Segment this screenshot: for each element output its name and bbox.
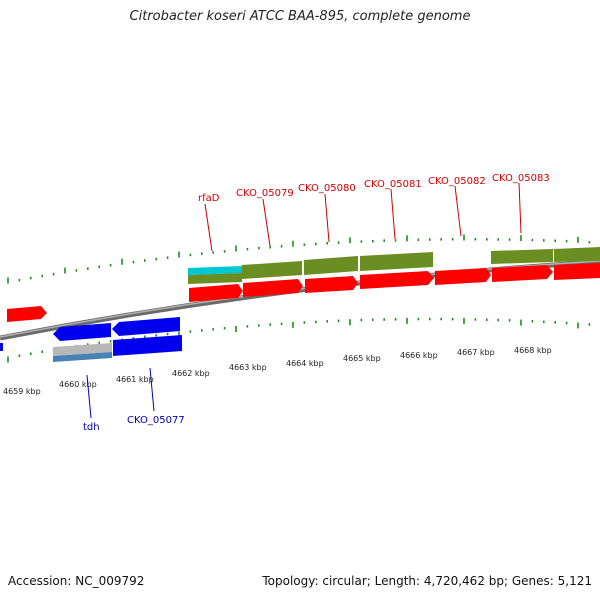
tick-label: 4666 kbp bbox=[400, 351, 438, 360]
tick-label: 4659 kbp bbox=[3, 387, 41, 396]
tick-label: 4660 kbp bbox=[59, 380, 97, 389]
tick-label: 4662 kbp bbox=[172, 369, 210, 378]
forward-cds[interactable] bbox=[189, 284, 243, 302]
tick-label: 4664 kbp bbox=[286, 359, 324, 368]
misc-feature[interactable] bbox=[53, 343, 112, 356]
forward-gene[interactable] bbox=[304, 256, 358, 275]
outer-ticks bbox=[7, 234, 591, 284]
accession-text: Accession: NC_009792 bbox=[8, 574, 145, 588]
reverse-cds[interactable] bbox=[112, 317, 180, 336]
forward-cds[interactable] bbox=[243, 279, 303, 297]
forward-cds[interactable] bbox=[554, 263, 600, 280]
forward-cds[interactable] bbox=[360, 271, 434, 289]
gene-label-cko-05080[interactable]: CKO_05080 bbox=[298, 183, 356, 194]
gene-label-cko-05083[interactable]: CKO_05083 bbox=[492, 173, 550, 184]
reverse-cds[interactable] bbox=[0, 343, 3, 351]
forward-cds[interactable] bbox=[435, 268, 491, 285]
label-leader bbox=[518, 182, 522, 234]
tick-label: 4667 kbp bbox=[457, 348, 495, 357]
label-leader bbox=[324, 193, 330, 243]
tick-label: 4663 kbp bbox=[229, 363, 267, 372]
forward-gene[interactable] bbox=[554, 247, 600, 262]
forward-cds[interactable] bbox=[492, 265, 553, 282]
gene-label-cko-05082[interactable]: CKO_05082 bbox=[428, 176, 486, 187]
gene-label-cko-05081[interactable]: CKO_05081 bbox=[364, 179, 422, 190]
label-leader bbox=[454, 185, 462, 237]
reverse-gene[interactable] bbox=[53, 352, 112, 362]
gene-label-cko-05077[interactable]: CKO_05077 bbox=[127, 415, 185, 426]
forward-gene-labels: rfaD CKO_05079 CKO_05080 CKO_05081 CKO_0… bbox=[198, 173, 550, 252]
forward-cds[interactable] bbox=[7, 306, 47, 322]
map-title: Citrobacter koseri ATCC BAA-895, complet… bbox=[129, 9, 471, 24]
tick-label: 4665 kbp bbox=[343, 354, 381, 363]
label-leader bbox=[262, 198, 271, 247]
forward-gene[interactable] bbox=[491, 249, 553, 264]
forward-gene-track bbox=[188, 247, 600, 284]
label-leader bbox=[390, 188, 396, 240]
forward-cds[interactable] bbox=[305, 276, 358, 293]
label-leader bbox=[204, 203, 213, 252]
reverse-gene-labels: tdh CKO_05077 bbox=[83, 367, 185, 433]
forward-gene[interactable] bbox=[360, 252, 433, 271]
reverse-gene[interactable] bbox=[113, 335, 182, 356]
gene-label-cko-05079[interactable]: CKO_05079 bbox=[236, 188, 294, 199]
tick-label: 4668 kbp bbox=[514, 346, 552, 355]
label-leader bbox=[86, 374, 92, 419]
coordinate-labels: 4659 kbp 4660 kbp 4661 kbp 4662 kbp 4663… bbox=[3, 346, 552, 396]
gene-label-rfaD[interactable]: rfaD bbox=[198, 193, 220, 204]
reverse-cds[interactable] bbox=[53, 323, 111, 341]
reverse-cds-track bbox=[0, 317, 180, 351]
gene-label-tdh[interactable]: tdh bbox=[83, 422, 100, 433]
genome-summary-text: Topology: circular; Length: 4,720,462 bp… bbox=[262, 574, 592, 588]
forward-gene[interactable] bbox=[188, 273, 242, 284]
label-leader bbox=[149, 367, 155, 412]
forward-cds-track bbox=[7, 263, 600, 322]
rna-feature[interactable] bbox=[188, 266, 242, 275]
tick-label: 4661 kbp bbox=[116, 375, 154, 384]
reverse-gene-track bbox=[53, 335, 182, 362]
forward-gene[interactable] bbox=[242, 261, 302, 279]
